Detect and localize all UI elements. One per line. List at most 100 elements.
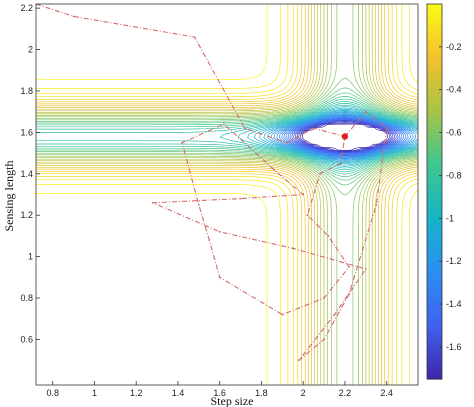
colorbar-segment	[427, 247, 442, 252]
contour-level	[36, 4, 418, 385]
colorbar-segment	[427, 338, 442, 343]
y-tick-label: 0.6	[20, 334, 33, 344]
colorbar-segment	[427, 157, 442, 161]
colorbar-segment	[427, 366, 442, 371]
colorbar-segment	[427, 197, 442, 202]
colorbar-segment	[427, 360, 442, 364]
optimum-marker	[341, 133, 349, 140]
contour-level	[36, 4, 418, 385]
colorbar-segment	[427, 104, 442, 108]
contour-level	[294, 120, 396, 153]
colorbar-segment	[427, 47, 442, 52]
y-axis-label: Sensing length	[2, 161, 16, 232]
colorbar-segment	[427, 222, 442, 227]
colorbar-segment	[427, 332, 442, 336]
colorbar-tick-label: -1.2	[446, 256, 462, 266]
x-tick-label: 1.6	[213, 388, 226, 398]
colorbar-segment	[427, 282, 442, 286]
colorbar-segment	[427, 4, 442, 8]
colorbar-segment	[427, 35, 442, 39]
contour-level	[301, 123, 388, 151]
colorbar-segment	[427, 60, 442, 64]
x-axis-label: Step size	[211, 394, 254, 407]
search-path-point	[312, 127, 315, 130]
colorbar-segment	[427, 272, 442, 277]
colorbar-segment	[427, 25, 442, 30]
colorbar-segment	[427, 319, 442, 324]
contour-level	[36, 4, 418, 385]
colorbar-segment	[427, 125, 442, 130]
contour-level	[219, 104, 418, 169]
colorbar-segment	[427, 129, 442, 133]
x-tick-label: 2.2	[339, 388, 352, 398]
colorbar-segment	[427, 313, 442, 318]
search-path-point	[385, 127, 388, 130]
colorbar-segment	[427, 191, 442, 196]
colorbar-segment	[427, 154, 442, 158]
colorbar-segment	[427, 169, 442, 174]
x-tick-label: 1.8	[255, 388, 268, 398]
search-path-point	[181, 141, 184, 144]
colorbar-segment	[427, 294, 442, 299]
colorbar-segment	[427, 297, 442, 302]
contour-level	[36, 4, 418, 385]
contour-level	[263, 111, 418, 162]
colorbar-segment	[427, 38, 442, 43]
contour-level	[36, 4, 418, 385]
colorbar-segment	[427, 350, 442, 355]
colorbar-segment	[427, 185, 442, 189]
colorbar-segment	[427, 279, 442, 283]
colorbar-segment	[427, 275, 442, 280]
search-path-point	[281, 313, 284, 316]
y-tick-label: 1.2	[20, 210, 33, 220]
search-path-point	[208, 239, 211, 242]
colorbar-segment	[427, 41, 442, 46]
contour-level	[283, 116, 407, 157]
search-path-line	[36, 4, 388, 361]
contour-level	[267, 112, 418, 161]
contour-level	[36, 4, 268, 385]
colorbar-tick-label: -0.8	[446, 170, 462, 180]
y-tick-label: 1.6	[20, 127, 33, 137]
colorbar-segment	[427, 144, 442, 149]
colorbar-segment	[427, 347, 442, 352]
search-path-point	[364, 268, 367, 270]
contour-level	[36, 4, 418, 385]
contour-level	[36, 77, 418, 196]
colorbar-segment	[427, 325, 442, 330]
colorbar-segment	[427, 82, 442, 86]
search-path-point	[72, 15, 75, 18]
colorbar-segment	[427, 250, 442, 255]
colorbar-segment	[427, 166, 442, 171]
search-path-point	[339, 162, 342, 165]
colorbar-segment	[427, 229, 442, 233]
colorbar-segment	[427, 207, 442, 211]
x-axis-ticks: 0.8 1 1.2 1.4 1.6 1.8 2 2.2 2.4	[46, 381, 393, 398]
colorbar-segment	[427, 63, 442, 68]
colorbar-segment	[427, 19, 442, 24]
search-path-point	[285, 141, 288, 144]
search-path-point	[239, 197, 242, 200]
contour-level	[36, 4, 418, 385]
colorbar-segment	[427, 57, 442, 61]
contour-level	[247, 107, 418, 166]
search-path-point	[306, 214, 309, 217]
colorbar-segment	[427, 372, 442, 377]
colorbar-segment	[427, 235, 442, 239]
colorbar-segment	[427, 175, 442, 180]
contour-level	[36, 4, 418, 385]
contour-level	[36, 103, 418, 171]
colorbar-segment	[427, 122, 442, 127]
contour-level	[273, 113, 417, 160]
colorbar-segment	[427, 304, 442, 308]
colorbar-segment	[427, 150, 442, 155]
contour-level	[259, 110, 418, 163]
x-tick-label: 2	[301, 388, 306, 398]
search-path-layer	[36, 4, 388, 362]
colorbar-segment	[427, 29, 442, 33]
contour-level	[276, 114, 414, 159]
colorbar-segment	[427, 285, 442, 289]
contour-level	[36, 4, 418, 385]
colorbar-segment	[427, 216, 442, 221]
contour-level	[293, 119, 397, 154]
